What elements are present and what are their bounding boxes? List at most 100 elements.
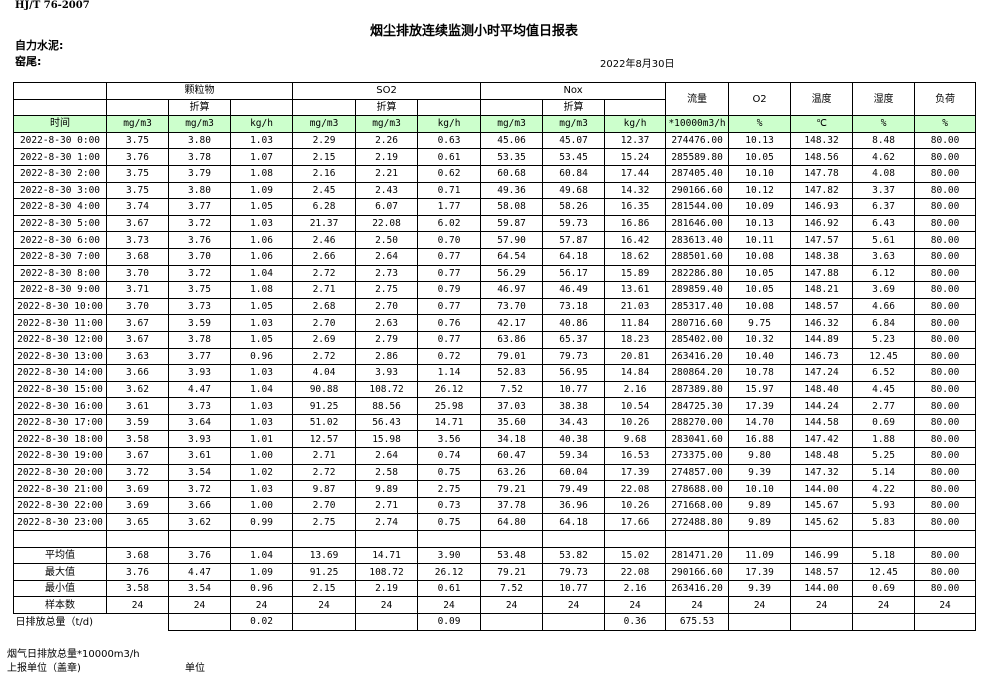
value-cell: 5.23 (852, 330, 916, 349)
pm-group-header: 颗粒物 (105, 82, 294, 100)
value-cell: 15.97 (728, 380, 792, 399)
report-title: 烟尘排放连续监测小时平均值日报表 (370, 24, 579, 39)
value-cell: 16.35 (604, 198, 667, 216)
value-cell: 5.14 (852, 463, 916, 482)
value-cell: 80.00 (914, 198, 977, 216)
value-cell: 283041.60 (665, 430, 730, 449)
summary-value: 79.21 (480, 563, 544, 581)
blank-cell (480, 98, 544, 117)
value-cell: 4.62 (852, 148, 916, 166)
table-row: 2022-8-30 22:00 3.69 3.66 1.00 2.70 2.71 0.73 3… (13, 496, 977, 515)
summary-label: 最小值 (13, 579, 107, 598)
value-cell: 56.29 (480, 264, 544, 283)
value-cell: 3.69 (852, 281, 916, 299)
value-cell: 0.62 (417, 164, 482, 183)
value-cell: 4.45 (852, 380, 916, 399)
table-row: 2022-8-30 21:00 3.69 3.72 1.03 9.87 9.89 2.75 7… (13, 480, 977, 498)
value-cell: 3.77 (168, 347, 231, 366)
value-cell: 10.11 (728, 231, 792, 249)
value-cell: 1.07 (229, 148, 294, 166)
value-cell: 40.86 (542, 314, 606, 332)
value-cell: 108.72 (355, 380, 419, 399)
value-cell: 5.25 (852, 447, 916, 465)
value-cell: 3.56 (417, 430, 482, 449)
table-row: 2022-8-30 10:00 3.70 3.73 1.05 2.68 2.70 0.77 7… (13, 297, 977, 316)
value-cell: 3.59 (168, 314, 231, 332)
value-cell: 1.14 (417, 364, 482, 382)
value-cell: 0.76 (417, 314, 482, 332)
table-row: 2022-8-30 0:00 3.75 3.80 1.03 2.29 2.26 0.63 45… (13, 131, 977, 150)
value-cell: 1.88 (852, 430, 916, 449)
value-cell: 5.61 (852, 231, 916, 249)
value-cell: 80.00 (914, 347, 977, 366)
summary-value: 7.52 (480, 579, 544, 598)
value-cell: 2.71 (292, 281, 357, 299)
value-cell: 3.61 (168, 447, 231, 465)
unit-cell: mg/m3 (292, 115, 357, 133)
time-cell: 2022-8-30 6:00 (13, 231, 107, 249)
value-cell: 2.69 (292, 330, 357, 349)
value-cell: 0.77 (417, 297, 482, 316)
summary-value: 144.00 (790, 579, 854, 598)
summary-value: 0.61 (417, 579, 482, 598)
value-cell: 80.00 (914, 397, 977, 415)
value-cell: 22.08 (604, 480, 667, 498)
value-cell: 40.38 (542, 430, 606, 449)
value-cell: 79.21 (480, 480, 544, 498)
value-cell: 60.47 (480, 447, 544, 465)
standard-code: HJ/T 76-2007 (15, 0, 90, 11)
summary-value: 108.72 (355, 563, 419, 581)
value-cell: 3.63 (852, 247, 916, 266)
value-cell: 2.29 (292, 131, 357, 150)
value-cell: 0.75 (417, 463, 482, 482)
value-cell: 60.68 (480, 164, 544, 183)
time-cell: 2022-8-30 17:00 (13, 413, 107, 432)
value-cell: 0.79 (417, 281, 482, 299)
value-cell: 3.73 (168, 397, 231, 415)
value-cell: 148.56 (790, 148, 854, 166)
value-cell: 1.08 (229, 164, 294, 183)
daily-total-value (914, 613, 977, 631)
value-cell: 2.74 (355, 513, 419, 532)
value-cell: 80.00 (914, 513, 977, 532)
table-row: 2022-8-30 3:00 3.75 3.80 1.09 2.45 2.43 0.71 49… (13, 181, 977, 200)
value-cell: 147.57 (790, 231, 854, 249)
value-cell: 1.00 (229, 447, 294, 465)
unit-cell: ℃ (790, 115, 854, 133)
value-cell: 3.67 (106, 447, 169, 465)
time-cell: 2022-8-30 0:00 (13, 131, 107, 150)
value-cell: 0.71 (417, 181, 482, 200)
value-cell: 46.97 (480, 281, 544, 299)
daily-total-value (542, 613, 606, 631)
value-cell: 274476.00 (665, 131, 730, 150)
value-cell: 36.96 (542, 496, 606, 515)
time-header: 时间 (13, 115, 107, 133)
value-cell: 17.44 (604, 164, 667, 183)
value-cell: 146.73 (790, 347, 854, 366)
value-cell: 9.89 (728, 496, 792, 515)
blank-cell (13, 98, 107, 117)
value-cell: 16.88 (728, 430, 792, 449)
value-cell: 144.58 (790, 413, 854, 432)
daily-total-value (168, 613, 231, 631)
time-cell: 2022-8-30 4:00 (13, 198, 107, 216)
value-cell: 10.08 (728, 247, 792, 266)
value-cell: 0.73 (417, 496, 482, 515)
value-cell: 3.93 (168, 364, 231, 382)
value-cell: 2.58 (355, 463, 419, 482)
value-cell: 22.08 (355, 214, 419, 233)
summary-value: 80.00 (914, 563, 977, 581)
value-cell: 285589.80 (665, 148, 730, 166)
value-cell: 5.93 (852, 496, 916, 515)
humidity-header: 湿度 (852, 81, 916, 117)
summary-value: 5.18 (852, 546, 916, 565)
value-cell: 56.43 (355, 413, 419, 432)
value-cell: 148.32 (790, 131, 854, 150)
summary-value: 0.69 (852, 579, 916, 598)
company-label: 自力水泥: (15, 39, 64, 52)
value-cell: 3.66 (168, 496, 231, 515)
value-cell: 34.18 (480, 430, 544, 449)
value-cell: 0.99 (229, 513, 294, 532)
value-cell: 57.87 (542, 231, 606, 249)
summary-value: 1.09 (229, 563, 294, 581)
